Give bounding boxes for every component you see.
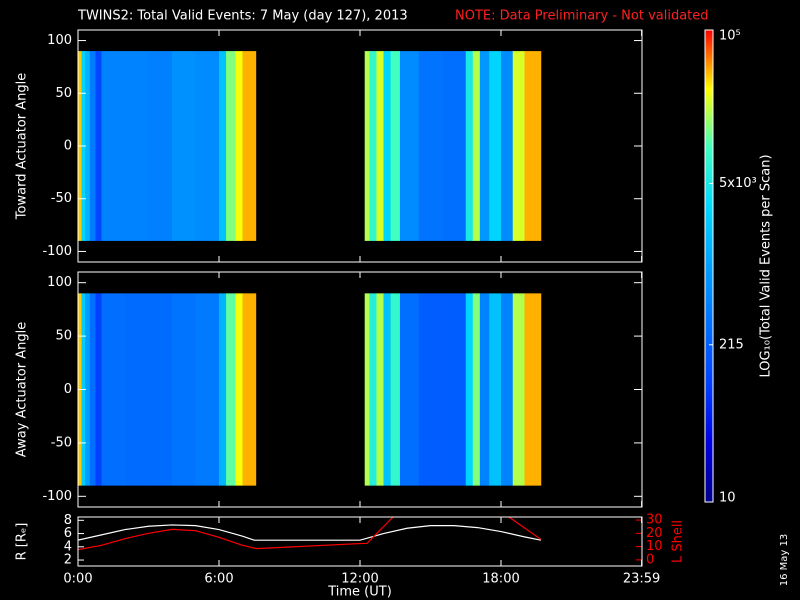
- heat-cell: [390, 293, 401, 486]
- x-tick-label: 23:59: [623, 572, 660, 587]
- x-tick-label: 6:00: [204, 572, 233, 587]
- y-tick-label: 50: [55, 86, 72, 101]
- y-tick-label: 8: [64, 513, 72, 528]
- heat-cell: [242, 293, 257, 486]
- heat-cell: [195, 51, 220, 241]
- series-line: [78, 517, 542, 551]
- heat-cell: [524, 293, 542, 486]
- heat-cell: [383, 51, 391, 241]
- heat-cell: [369, 51, 377, 241]
- heat-cell: [390, 51, 401, 241]
- heat-cell: [465, 51, 474, 241]
- heat-cell: [465, 293, 474, 486]
- y2-tick-label: 30: [646, 513, 663, 528]
- heat-cell: [512, 293, 525, 486]
- heat-cell: [418, 293, 443, 486]
- y2-tick-label: 10: [646, 539, 663, 554]
- y-tick-label: 100: [47, 33, 72, 48]
- heat-cell: [364, 51, 370, 241]
- colorbar-tick-label: 10⁵: [719, 29, 741, 44]
- y-tick-label: 2: [64, 553, 72, 568]
- y-tick-label: 100: [47, 275, 72, 290]
- y-tick-label: 0: [64, 139, 72, 154]
- heat-cell: [172, 51, 196, 241]
- colorbar: [705, 30, 713, 502]
- plot-frame: [77, 516, 643, 567]
- y2-tick-label: 0: [646, 552, 654, 567]
- heat-cell: [472, 51, 481, 241]
- heat-cell: [148, 51, 173, 241]
- heat-cell: [383, 293, 391, 486]
- chart-note: NOTE: Data Preliminary - Not validated: [455, 9, 709, 24]
- colorbar-tick-label: 10: [719, 491, 736, 506]
- heat-cell: [219, 293, 227, 486]
- heat-cell: [89, 293, 96, 486]
- y-tick-label: 0: [64, 382, 72, 397]
- heat-cell: [148, 293, 173, 486]
- x-tick-label: 18:00: [482, 572, 519, 587]
- y-tick-label: 6: [64, 526, 72, 541]
- heat-cell: [399, 51, 420, 241]
- heat-cell: [472, 293, 481, 486]
- heat-cell: [512, 51, 525, 241]
- chart-title: TWINS2: Total Valid Events: 7 May (day 1…: [77, 9, 408, 24]
- colorbar-tick-label: 215: [719, 337, 744, 352]
- x-tick-label: 0:00: [63, 572, 92, 587]
- y-tick-label: -100: [42, 244, 72, 259]
- heat-cell: [442, 293, 467, 486]
- y-tick-label: 50: [55, 329, 72, 344]
- colorbar-label: LOG₁₀(Total Valid Events per Scan): [759, 154, 774, 377]
- y-tick-label: -50: [51, 435, 72, 450]
- heat-cell: [376, 51, 384, 241]
- x-tick-label: 12:00: [341, 572, 378, 587]
- y2-axis-label: L Shell: [671, 520, 686, 563]
- y-axis-label: R [Rₑ]: [15, 523, 30, 561]
- y-axis-label: Toward Actuator Angle: [15, 73, 30, 220]
- heat-cell: [479, 51, 490, 241]
- heat-cell: [219, 51, 227, 241]
- y-tick-label: -100: [42, 489, 72, 504]
- heat-cell: [376, 293, 384, 486]
- y-axis-label: Away Actuator Angle: [15, 322, 30, 457]
- heat-cell: [101, 51, 126, 241]
- heat-cell: [235, 51, 243, 241]
- heat-cell: [418, 51, 443, 241]
- y-tick-label: -50: [51, 191, 72, 206]
- series-line: [78, 524, 542, 541]
- heat-cell: [172, 293, 196, 486]
- colorbar-tick-label: 5x10³: [719, 176, 757, 191]
- heat-cell: [85, 51, 91, 241]
- heat-cell: [242, 51, 257, 241]
- heat-cell: [489, 51, 502, 241]
- heat-cell: [479, 293, 490, 486]
- heat-cell: [85, 293, 91, 486]
- heat-cell: [369, 293, 377, 486]
- y2-tick-label: 20: [646, 526, 663, 541]
- heat-cell: [101, 293, 126, 486]
- heat-cell: [226, 51, 236, 241]
- heat-cell: [125, 293, 149, 486]
- heat-cell: [89, 51, 96, 241]
- heat-cell: [226, 293, 236, 486]
- heat-cell: [95, 51, 102, 241]
- heat-cell: [235, 293, 243, 486]
- x-axis-label: Time (UT): [327, 585, 392, 600]
- heat-cell: [501, 51, 514, 241]
- heat-cell: [195, 293, 220, 486]
- heat-cell: [524, 51, 542, 241]
- heat-cell: [95, 293, 102, 486]
- date-stamp: 16 May 13: [779, 534, 790, 586]
- heat-cell: [399, 293, 420, 486]
- heat-cell: [125, 51, 149, 241]
- heat-cell: [442, 51, 467, 241]
- heat-cell: [489, 293, 502, 486]
- y-tick-label: 4: [64, 539, 72, 554]
- heat-cell: [501, 293, 514, 486]
- heat-cell: [364, 293, 370, 486]
